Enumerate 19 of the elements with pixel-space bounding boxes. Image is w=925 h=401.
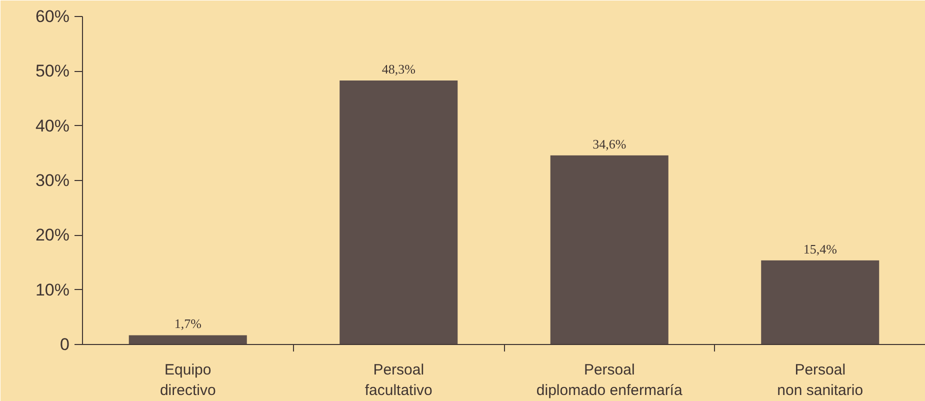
y-tick-label: 60% bbox=[35, 7, 70, 26]
y-tick-label: 10% bbox=[35, 280, 70, 300]
bar bbox=[761, 260, 880, 344]
data-label: 34,6% bbox=[592, 136, 626, 152]
y-tick-label: 30% bbox=[35, 171, 70, 190]
x-tick-label: Persoal facultativo bbox=[364, 362, 432, 399]
bar bbox=[550, 155, 668, 344]
x-tick-label: Persoal diplomado enfermaría bbox=[536, 362, 683, 399]
x-tick-label: Equipo directivo bbox=[160, 362, 216, 399]
data-label: 48,3% bbox=[382, 61, 416, 76]
y-tick-label: 0 bbox=[60, 335, 70, 354]
x-tick-label: Persoal non sanitario bbox=[777, 362, 864, 399]
y-tick-label: 50% bbox=[35, 62, 70, 81]
data-label: 15,4% bbox=[803, 241, 838, 256]
y-tick-label: 20% bbox=[35, 226, 70, 245]
y-tick-label: 40% bbox=[35, 116, 70, 136]
data-label: 1,7% bbox=[174, 316, 202, 332]
bar bbox=[340, 80, 458, 344]
bar bbox=[128, 335, 247, 344]
